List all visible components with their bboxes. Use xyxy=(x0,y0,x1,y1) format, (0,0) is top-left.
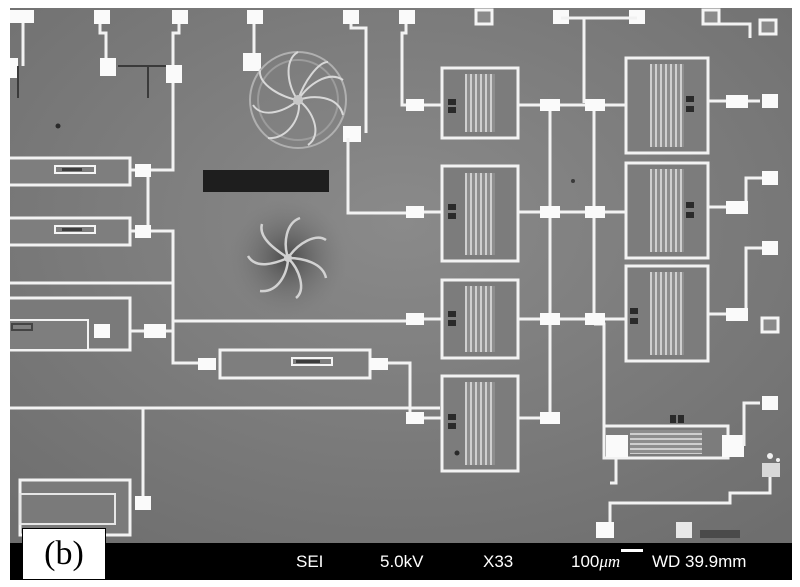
scale-value: 100 xyxy=(571,552,600,571)
sem-info-bar: SEI 5.0kV X33 100μm WD 39.9mm xyxy=(10,543,792,580)
scale-bar xyxy=(621,549,643,552)
voltage-label: 5.0kV xyxy=(380,552,424,571)
comb-drive-horizontal xyxy=(602,415,744,460)
sem-micrograph-frame: SEI 5.0kV X33 100μm WD 39.9mm (b) xyxy=(10,8,792,580)
scale-unit: μm xyxy=(599,552,621,571)
comb-drive-col2 xyxy=(624,161,710,260)
comb-drive-col1 xyxy=(440,164,520,263)
scale-label: 100μm xyxy=(571,552,620,572)
left-heater-1 xyxy=(10,156,132,187)
comb-drive-col1 xyxy=(440,278,520,360)
dark-bar xyxy=(203,170,329,192)
spiral-structure-center xyxy=(246,216,328,299)
panel-label: (b) xyxy=(22,528,106,580)
mid-heater xyxy=(198,348,388,380)
left-heater-2 xyxy=(10,216,132,247)
detector-label: SEI xyxy=(296,552,324,571)
comb-drive-col1 xyxy=(440,66,520,140)
comb-drive-col2 xyxy=(624,56,710,155)
working-distance-label: WD 39.9mm xyxy=(652,552,747,571)
left-heater-3 xyxy=(10,296,132,352)
comb-drive-col1 xyxy=(440,374,520,473)
mems-device-micrograph xyxy=(10,8,792,543)
comb-drive-col2 xyxy=(624,264,710,363)
bottom-left-heater xyxy=(18,478,151,537)
top-right-pads xyxy=(474,8,778,36)
top-left-pads xyxy=(10,10,415,142)
dark-traces xyxy=(17,65,166,98)
magnification-label: X33 xyxy=(483,552,514,571)
spiral-structure-top xyxy=(249,51,347,149)
